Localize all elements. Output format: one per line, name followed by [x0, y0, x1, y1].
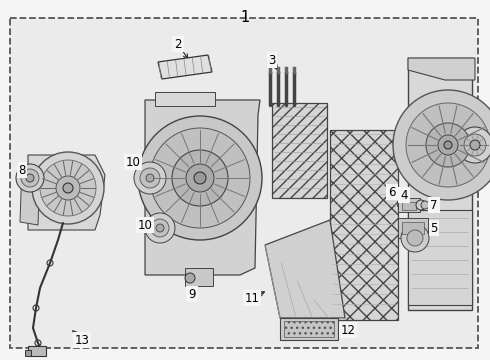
Circle shape — [150, 128, 250, 228]
Bar — [185, 268, 213, 286]
Circle shape — [145, 213, 175, 243]
Polygon shape — [158, 55, 212, 79]
Circle shape — [393, 90, 490, 200]
Circle shape — [140, 168, 160, 188]
Circle shape — [56, 176, 80, 200]
Bar — [398, 198, 420, 212]
Bar — [402, 202, 416, 210]
Text: 10: 10 — [125, 156, 141, 168]
Circle shape — [426, 123, 470, 167]
Bar — [398, 218, 428, 238]
Circle shape — [470, 140, 480, 150]
Text: 9: 9 — [188, 288, 196, 301]
Polygon shape — [28, 155, 105, 230]
Circle shape — [421, 201, 429, 209]
Circle shape — [185, 273, 195, 283]
Bar — [155, 92, 215, 106]
Text: 3: 3 — [269, 54, 276, 67]
Text: 8: 8 — [18, 163, 25, 176]
Text: 2: 2 — [174, 37, 182, 50]
Text: 11: 11 — [245, 292, 260, 305]
Circle shape — [407, 230, 423, 246]
Text: 13: 13 — [74, 333, 90, 346]
Circle shape — [16, 164, 44, 192]
Circle shape — [438, 135, 458, 155]
Circle shape — [186, 164, 214, 192]
Circle shape — [21, 169, 39, 187]
Circle shape — [172, 150, 228, 206]
Bar — [330, 130, 398, 320]
Bar — [402, 222, 424, 234]
Circle shape — [40, 160, 96, 216]
Circle shape — [444, 141, 452, 149]
Bar — [25, 350, 31, 356]
Bar — [28, 346, 46, 356]
Circle shape — [146, 174, 154, 182]
Bar — [280, 318, 338, 340]
Text: 5: 5 — [430, 221, 438, 234]
Bar — [408, 210, 472, 305]
Polygon shape — [20, 165, 40, 225]
Circle shape — [26, 174, 34, 182]
Text: 1: 1 — [241, 10, 249, 25]
Circle shape — [32, 152, 104, 224]
Text: 12: 12 — [341, 324, 356, 337]
Bar — [272, 103, 327, 198]
Circle shape — [156, 224, 164, 232]
Polygon shape — [145, 100, 260, 275]
Circle shape — [194, 172, 206, 184]
Circle shape — [464, 134, 486, 156]
Circle shape — [63, 183, 73, 193]
Polygon shape — [408, 58, 472, 310]
Text: 6: 6 — [388, 185, 396, 198]
Polygon shape — [265, 220, 345, 318]
Polygon shape — [408, 58, 475, 80]
Circle shape — [406, 103, 490, 187]
Circle shape — [134, 162, 166, 194]
Text: 7: 7 — [430, 198, 438, 212]
Circle shape — [401, 224, 429, 252]
Circle shape — [416, 200, 426, 210]
Bar — [284, 321, 334, 337]
Circle shape — [138, 116, 262, 240]
Circle shape — [457, 127, 490, 163]
Text: 10: 10 — [138, 219, 152, 231]
Text: 4: 4 — [400, 189, 408, 202]
Circle shape — [151, 219, 169, 237]
